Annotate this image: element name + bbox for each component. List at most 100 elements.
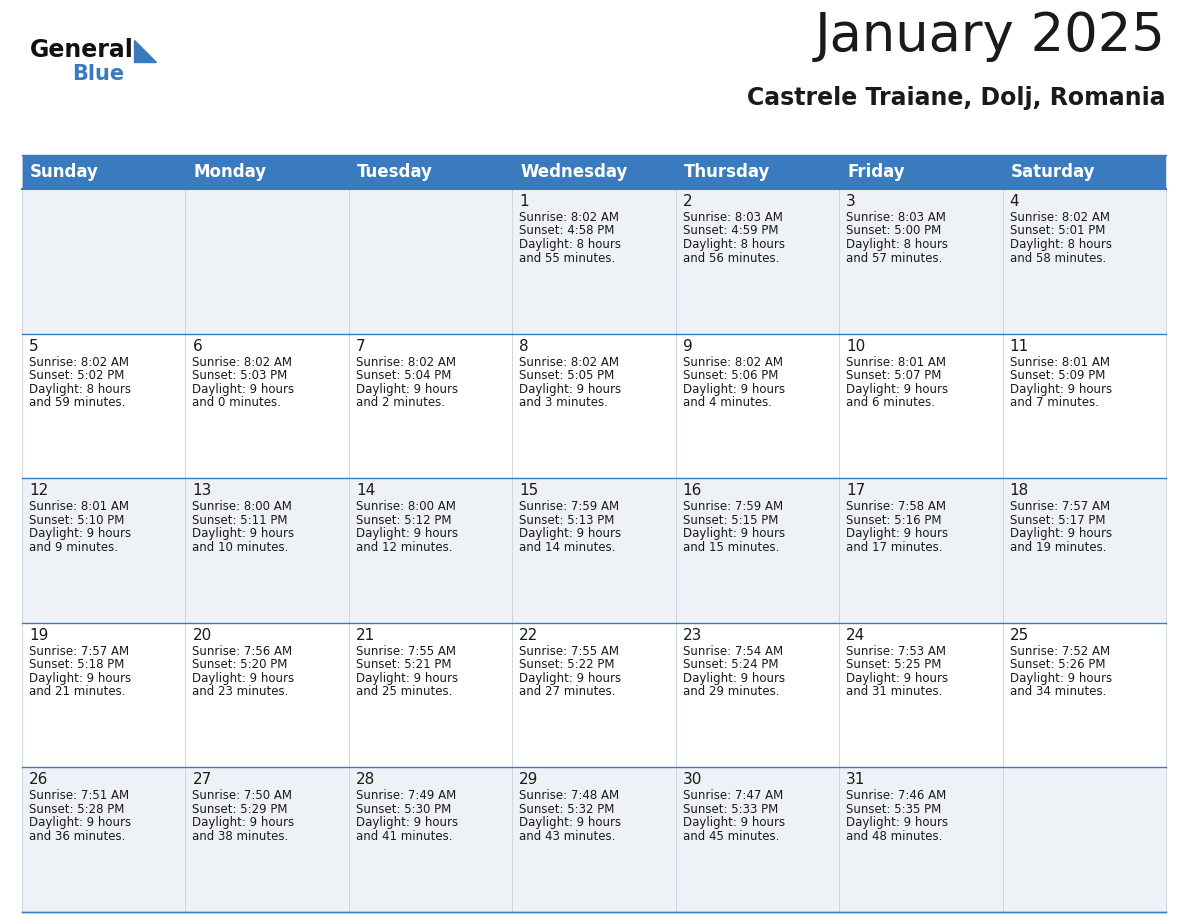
Bar	[23, 767, 1165, 912]
Text: and 48 minutes.: and 48 minutes.	[846, 830, 942, 843]
Text: Sunrise: 7:53 AM: Sunrise: 7:53 AM	[846, 644, 946, 658]
Text: Sunset: 5:18 PM: Sunset: 5:18 PM	[29, 658, 125, 671]
Bar	[23, 622, 1165, 767]
Text: 7: 7	[356, 339, 366, 353]
Text: and 25 minutes.: and 25 minutes.	[356, 686, 453, 699]
Text: Wednesday: Wednesday	[520, 163, 627, 181]
Text: Sunset: 5:09 PM: Sunset: 5:09 PM	[1010, 369, 1105, 382]
Text: and 14 minutes.: and 14 minutes.	[519, 541, 615, 554]
Text: Sunrise: 8:02 AM: Sunrise: 8:02 AM	[519, 355, 619, 369]
Text: 8: 8	[519, 339, 529, 353]
Text: Sunset: 4:58 PM: Sunset: 4:58 PM	[519, 225, 614, 238]
Text: 21: 21	[356, 628, 375, 643]
Text: and 9 minutes.: and 9 minutes.	[29, 541, 118, 554]
Text: and 38 minutes.: and 38 minutes.	[192, 830, 289, 843]
Text: Daylight: 9 hours: Daylight: 9 hours	[683, 672, 785, 685]
Text: Daylight: 9 hours: Daylight: 9 hours	[29, 672, 131, 685]
Text: and 58 minutes.: and 58 minutes.	[1010, 252, 1106, 264]
Text: Daylight: 8 hours: Daylight: 8 hours	[683, 238, 785, 251]
Text: Daylight: 9 hours: Daylight: 9 hours	[846, 527, 948, 540]
Text: Sunset: 5:32 PM: Sunset: 5:32 PM	[519, 803, 614, 816]
Bar	[676, 155, 839, 189]
Bar	[185, 155, 349, 189]
Bar	[1003, 155, 1165, 189]
Text: 27: 27	[192, 772, 211, 788]
Text: General: General	[30, 38, 134, 62]
Text: and 27 minutes.: and 27 minutes.	[519, 686, 615, 699]
Text: and 15 minutes.: and 15 minutes.	[683, 541, 779, 554]
Text: and 7 minutes.: and 7 minutes.	[1010, 396, 1099, 409]
Text: Daylight: 9 hours: Daylight: 9 hours	[192, 672, 295, 685]
Text: Daylight: 9 hours: Daylight: 9 hours	[683, 527, 785, 540]
Text: Sunrise: 8:00 AM: Sunrise: 8:00 AM	[356, 500, 456, 513]
Text: Sunset: 5:16 PM: Sunset: 5:16 PM	[846, 514, 942, 527]
Text: Sunset: 5:22 PM: Sunset: 5:22 PM	[519, 658, 614, 671]
Text: Blue: Blue	[72, 64, 124, 84]
Text: Sunrise: 7:55 AM: Sunrise: 7:55 AM	[519, 644, 619, 658]
Text: 12: 12	[29, 483, 49, 498]
Text: Sunset: 5:30 PM: Sunset: 5:30 PM	[356, 803, 451, 816]
Text: Sunset: 5:13 PM: Sunset: 5:13 PM	[519, 514, 614, 527]
Text: Daylight: 9 hours: Daylight: 9 hours	[356, 672, 459, 685]
Text: Sunrise: 7:51 AM: Sunrise: 7:51 AM	[29, 789, 129, 802]
Text: 31: 31	[846, 772, 866, 788]
Text: 24: 24	[846, 628, 865, 643]
Text: 19: 19	[29, 628, 49, 643]
Text: and 59 minutes.: and 59 minutes.	[29, 396, 126, 409]
Text: 2: 2	[683, 194, 693, 209]
Bar	[23, 333, 1165, 478]
Text: 4: 4	[1010, 194, 1019, 209]
Text: Daylight: 8 hours: Daylight: 8 hours	[846, 238, 948, 251]
Text: Daylight: 9 hours: Daylight: 9 hours	[846, 672, 948, 685]
Text: 1: 1	[519, 194, 529, 209]
Text: Castrele Traiane, Dolj, Romania: Castrele Traiane, Dolj, Romania	[747, 86, 1165, 110]
Text: Sunrise: 8:02 AM: Sunrise: 8:02 AM	[356, 355, 456, 369]
Text: and 45 minutes.: and 45 minutes.	[683, 830, 779, 843]
Text: and 0 minutes.: and 0 minutes.	[192, 396, 282, 409]
Polygon shape	[134, 40, 156, 62]
Text: Sunset: 5:00 PM: Sunset: 5:00 PM	[846, 225, 941, 238]
Text: Friday: Friday	[847, 163, 905, 181]
Text: Sunset: 5:29 PM: Sunset: 5:29 PM	[192, 803, 287, 816]
Text: Sunset: 5:03 PM: Sunset: 5:03 PM	[192, 369, 287, 382]
Text: Daylight: 9 hours: Daylight: 9 hours	[356, 816, 459, 829]
Text: 18: 18	[1010, 483, 1029, 498]
Text: 13: 13	[192, 483, 211, 498]
Text: Sunday: Sunday	[30, 163, 99, 181]
Text: Sunrise: 8:02 AM: Sunrise: 8:02 AM	[519, 211, 619, 224]
Text: Sunrise: 8:02 AM: Sunrise: 8:02 AM	[683, 355, 783, 369]
Bar	[23, 189, 1165, 333]
Text: and 6 minutes.: and 6 minutes.	[846, 396, 935, 409]
Text: Sunrise: 7:59 AM: Sunrise: 7:59 AM	[519, 500, 619, 513]
Text: 9: 9	[683, 339, 693, 353]
Text: 23: 23	[683, 628, 702, 643]
Text: Daylight: 9 hours: Daylight: 9 hours	[683, 383, 785, 396]
Text: and 56 minutes.: and 56 minutes.	[683, 252, 779, 264]
Text: and 29 minutes.: and 29 minutes.	[683, 686, 779, 699]
Text: Sunset: 5:35 PM: Sunset: 5:35 PM	[846, 803, 941, 816]
Text: January 2025: January 2025	[815, 10, 1165, 62]
Text: Sunrise: 7:46 AM: Sunrise: 7:46 AM	[846, 789, 947, 802]
Text: Monday: Monday	[194, 163, 266, 181]
Text: Sunrise: 8:02 AM: Sunrise: 8:02 AM	[29, 355, 129, 369]
Text: Sunset: 5:01 PM: Sunset: 5:01 PM	[1010, 225, 1105, 238]
Bar	[839, 155, 1003, 189]
Text: Sunset: 5:17 PM: Sunset: 5:17 PM	[1010, 514, 1105, 527]
Text: and 36 minutes.: and 36 minutes.	[29, 830, 126, 843]
Text: Sunrise: 7:55 AM: Sunrise: 7:55 AM	[356, 644, 456, 658]
Text: 15: 15	[519, 483, 538, 498]
Text: Sunrise: 7:57 AM: Sunrise: 7:57 AM	[29, 644, 129, 658]
Text: Sunset: 4:59 PM: Sunset: 4:59 PM	[683, 225, 778, 238]
Text: Daylight: 9 hours: Daylight: 9 hours	[1010, 672, 1112, 685]
Text: Daylight: 8 hours: Daylight: 8 hours	[519, 238, 621, 251]
Text: Daylight: 9 hours: Daylight: 9 hours	[519, 816, 621, 829]
Text: Daylight: 9 hours: Daylight: 9 hours	[683, 816, 785, 829]
Text: Sunset: 5:15 PM: Sunset: 5:15 PM	[683, 514, 778, 527]
Text: Sunrise: 8:01 AM: Sunrise: 8:01 AM	[1010, 355, 1110, 369]
Text: Sunrise: 7:47 AM: Sunrise: 7:47 AM	[683, 789, 783, 802]
Text: and 43 minutes.: and 43 minutes.	[519, 830, 615, 843]
Text: Daylight: 9 hours: Daylight: 9 hours	[29, 816, 131, 829]
Text: and 19 minutes.: and 19 minutes.	[1010, 541, 1106, 554]
Text: and 55 minutes.: and 55 minutes.	[519, 252, 615, 264]
Text: Daylight: 9 hours: Daylight: 9 hours	[356, 383, 459, 396]
